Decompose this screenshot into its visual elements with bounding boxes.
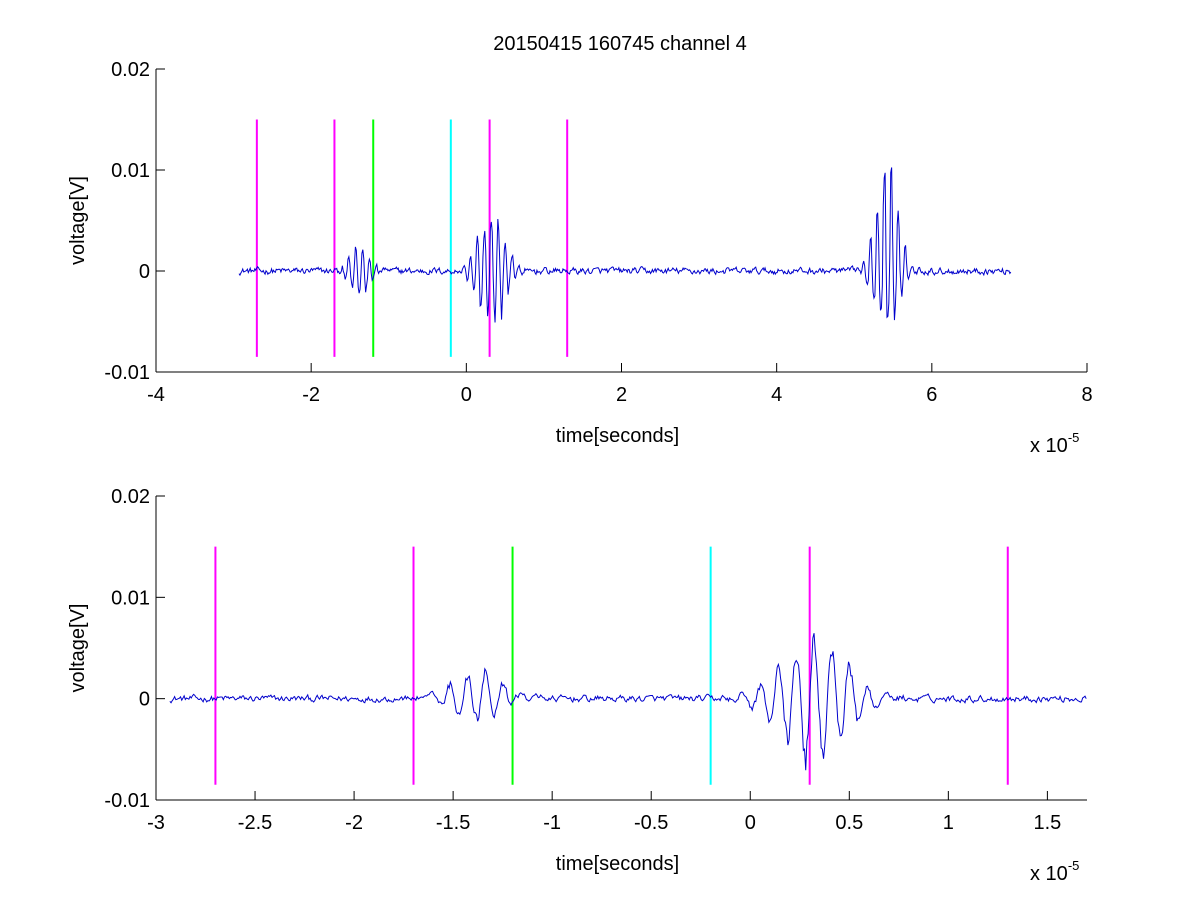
bottom-plot-y-tick-label: -0.01 [104,790,150,812]
top-plot-x-tick-label: 0 [461,384,472,406]
bottom-plot-x-tick-label: 0.5 [835,812,863,834]
bottom-plot-x-tick-label: -1.5 [436,812,470,834]
bottom-plot-y-tick-label: 0 [139,689,150,711]
top-plot-x-tick-label: 8 [1081,384,1092,406]
bottom-plot-markers [214,546,1009,785]
top-plot-x-tick-label: -2 [302,384,320,406]
bottom-plot-signal-line [169,633,1087,771]
bottom-plot-y-axis-label: voltage[V] [67,604,89,693]
bottom-plot-y-tick-label: 0.02 [111,486,150,508]
top-plot-x-tick-label: 2 [616,384,627,406]
bottom-plot-x-tick-label: -1 [543,812,561,834]
bottom-plot-y-tick-label: 0.01 [111,587,150,609]
top-plot-y-tick-label: 0.02 [111,59,150,81]
bottom-plot-axes [155,496,1087,801]
bottom-plot-x-tick-label: -3 [147,812,165,834]
bottom-plot-ticks: -3 -2.5 -2 -1.5 -1 -0.5 0 0.5 1 1.5 -0.01 0 0.01 0.02 [104,486,1061,834]
top-plot-y-axis-label: voltage[V] [67,176,89,265]
bottom-plot-x-tick-label: -2.5 [238,812,272,834]
top-plot-x-tick-label: -4 [147,384,165,406]
top-plot-signal-line [238,167,1012,323]
bottom-plot-x-axis-label: time[seconds] [556,853,679,875]
bottom-plot-x-exponent-base: x 10 [1030,863,1068,885]
bottom-plot-x-tick-label: -0.5 [634,812,668,834]
bottom-plot-x-tick-label: 1 [943,812,954,834]
top-plot-y-tick-label: 0.01 [111,160,150,182]
bottom-plot-x-tick-label: -2 [345,812,363,834]
top-plot-y-tick-label: -0.01 [104,362,150,384]
top-plot-x-tick-label: 6 [926,384,937,406]
top-plot-x-tick-label: 4 [771,384,782,406]
top-plot-x-axis-label: time[seconds] [556,425,679,447]
top-plot: -4 -2 0 2 4 6 8 -0.01 0 0.01 0.02 time[seconds] vo… [67,59,1093,457]
top-plot-x-exponent-power: -5 [1068,430,1080,445]
top-plot-x-exponent: x 10-5 [1030,430,1079,457]
top-plot-x-exponent-base: x 10 [1030,435,1068,457]
bottom-plot-x-exponent-power: -5 [1068,858,1080,873]
top-plot-markers [255,119,569,357]
top-plot-ticks: -4 -2 0 2 4 6 8 -0.01 0 0.01 0.02 [104,59,1092,406]
bottom-plot-x-tick-label: 0 [745,812,756,834]
top-plot-y-tick-label: 0 [139,261,150,283]
bottom-plot: -3 -2.5 -2 -1.5 -1 -0.5 0 0.5 1 1.5 -0.01 0 0.01 0.02… [67,486,1087,885]
bottom-plot-x-tick-label: 1.5 [1033,812,1061,834]
bottom-plot-x-exponent: x 10-5 [1030,858,1079,885]
chart-title: 20150415 160745 channel 4 [493,33,747,55]
